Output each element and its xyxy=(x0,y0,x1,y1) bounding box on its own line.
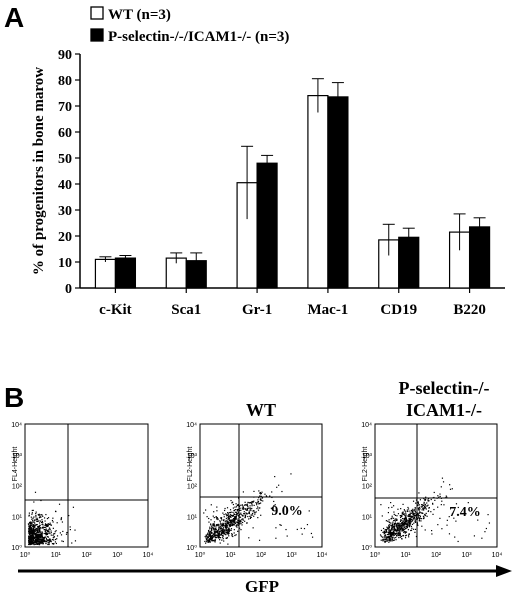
y-tick-label: 10⁴ xyxy=(11,422,22,429)
y-tick-label: 10⁰ xyxy=(11,544,22,552)
y-tick-label: 10¹ xyxy=(362,514,373,521)
x-tick-label: Mac-1 xyxy=(308,302,349,318)
x-tick-label: c-Kit xyxy=(99,302,131,318)
y-tick-label: 10² xyxy=(362,484,373,491)
y-tick-label: 10³ xyxy=(187,453,198,460)
x-tick-label: CD19 xyxy=(380,302,417,318)
y-tick-label: 30 xyxy=(58,204,72,219)
flow-plot: 10⁰ 10¹ 10² 10³ 10⁴ 10⁰ 10¹ 10² 10³ 10⁴ FL4-Height xyxy=(11,422,153,559)
percent-label: 9.0% xyxy=(271,504,303,519)
channel-label: FL2-Height xyxy=(362,447,369,482)
legend-swatch xyxy=(90,6,104,20)
plot-frame xyxy=(199,423,323,548)
bar xyxy=(468,226,491,289)
x-tick-label: 10⁴ xyxy=(143,552,154,559)
x-tick-label: Gr-1 xyxy=(242,302,272,318)
y-tick-label: 10⁴ xyxy=(186,422,197,429)
y-axis-label: % of progenitors in bone marow xyxy=(31,67,47,275)
bar xyxy=(256,162,278,289)
x-tick-label: 10⁰ xyxy=(370,551,381,559)
bar xyxy=(114,257,137,289)
plot-title: WT xyxy=(246,400,276,420)
x-tick-label: Sca1 xyxy=(171,302,201,318)
x-tick-label: 10⁰ xyxy=(20,551,31,559)
x-tick-label: 10³ xyxy=(112,552,123,559)
legend-label: P-selectin-/-/ICAM1-/- (n=3) xyxy=(108,29,289,45)
flow-plot: 10⁰ 10¹ 10² 10³ 10⁴ 10⁰ 10¹ 10² 10³ 10⁴ FL2-Height… xyxy=(186,400,327,559)
y-tick-label: 10² xyxy=(187,484,198,491)
y-tick-label: 10⁰ xyxy=(186,544,197,552)
panel-b-letter: B xyxy=(4,382,24,413)
gfp-label: GFP xyxy=(245,577,279,596)
plot-title: ICAM1-/- xyxy=(406,400,482,420)
y-tick-label: 10¹ xyxy=(187,514,198,521)
y-tick-label: 60 xyxy=(58,126,72,141)
y-tick-label: 0 xyxy=(65,282,72,297)
y-tick-label: 70 xyxy=(58,100,72,115)
legend-swatch xyxy=(90,28,104,42)
y-tick-label: 10³ xyxy=(362,453,373,460)
x-tick-label: 10³ xyxy=(461,552,472,559)
percent-label: 7.4% xyxy=(449,505,481,520)
event-dots xyxy=(203,473,314,545)
bar xyxy=(94,258,117,289)
x-tick-label: 10² xyxy=(256,552,267,559)
x-tick-label: 10¹ xyxy=(225,552,236,559)
bar xyxy=(307,94,329,289)
x-tick-label: 10⁰ xyxy=(195,551,206,559)
y-tick-label: 20 xyxy=(58,230,72,245)
bar-chart: 0 10 20 30 40 50 60 70 80 90 % of progenitors in b… xyxy=(31,6,505,318)
y-tick-label: 50 xyxy=(58,152,72,167)
legend-label: WT (n=3) xyxy=(108,7,171,23)
x-tick-label: B220 xyxy=(453,302,486,318)
x-tick-label: 10² xyxy=(431,552,442,559)
bar xyxy=(327,96,349,289)
y-tick-label: 10⁰ xyxy=(361,544,372,552)
plot-frame xyxy=(24,423,149,548)
gfp-arrow-head xyxy=(496,565,512,577)
x-tick-label: 10³ xyxy=(286,552,297,559)
flow-cytometry-plots: 10⁰ 10¹ 10² 10³ 10⁴ 10⁰ 10¹ 10² 10³ 10⁴ FL4-Height… xyxy=(11,378,502,559)
y-tick-label: 10⁴ xyxy=(361,422,372,429)
y-tick-label: 10 xyxy=(58,256,72,271)
y-tick-label: 10² xyxy=(12,484,23,491)
event-dots xyxy=(27,491,77,546)
channel-label: FL2-Height xyxy=(187,447,194,482)
y-tick-label: 40 xyxy=(58,178,72,193)
plot-title: P-selectin-/- xyxy=(399,378,490,398)
x-tick-label: 10¹ xyxy=(51,552,62,559)
x-tick-label: 10² xyxy=(81,552,92,559)
y-tick-label: 80 xyxy=(58,74,72,89)
flow-plot: 10⁰ 10¹ 10² 10³ 10⁴ 10⁰ 10¹ 10² 10³ 10⁴ FL2-Height… xyxy=(361,378,502,559)
y-tick-label: 10³ xyxy=(12,453,23,460)
gfp-axis: GFP xyxy=(18,565,512,596)
x-tick-label: 10⁴ xyxy=(492,552,503,559)
y-tick-label: 10¹ xyxy=(12,514,23,521)
x-tick-label: 10¹ xyxy=(400,552,411,559)
event-dots xyxy=(379,477,491,543)
y-tick-label: 90 xyxy=(58,48,72,63)
x-tick-label: 10⁴ xyxy=(317,552,328,559)
panel-a-letter: A xyxy=(4,2,24,33)
channel-label: FL4-Height xyxy=(12,447,19,482)
